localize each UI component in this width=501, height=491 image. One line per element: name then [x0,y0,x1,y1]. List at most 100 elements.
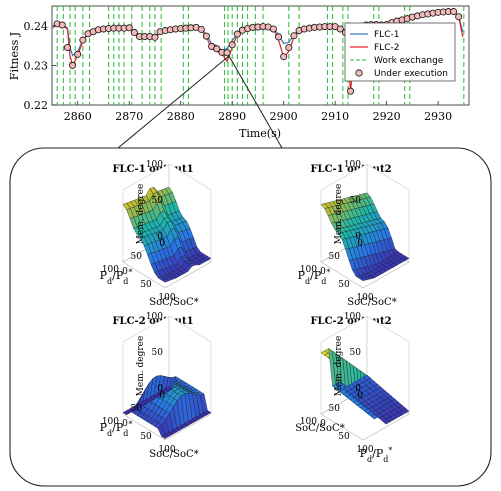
legend: FLC-1 FLC-2 Work exchange Under executio… [344,22,456,82]
left-axis-tick-label: 50 [131,252,143,262]
left-axis-tick-label: 0 [357,391,363,401]
x-tick-label: 2910 [321,110,349,123]
execution-marker [228,41,236,49]
execution-marker [280,53,288,61]
y-tick-label: 0.22 [24,99,49,112]
callout-box [9,147,492,487]
execution-marker [233,30,241,38]
execution-marker [74,50,82,58]
right-axis-tick-label: 0 [122,419,128,429]
execution-marker [197,25,205,33]
left-axis-tick-label: 0 [159,391,165,401]
left-axis-tick-label: 50 [329,404,341,414]
z-tick-label: 100 [146,160,163,170]
execution-marker [125,24,133,32]
z-tick-label: 50 [350,348,362,358]
z-axis-label: Mem. degree [334,184,344,245]
x-axis-label: Time(s) [239,127,281,140]
left-axis-tick-label: 0 [159,239,165,249]
right-axis-label: SoC/SoC* [149,297,198,308]
execution-marker [151,33,159,41]
right-axis-tick-label: 50 [140,432,152,442]
surface-patch [362,374,371,381]
surface-patch [164,386,173,392]
execution-marker [63,44,71,52]
right-axis-tick-label: 0 [320,267,326,277]
right-axis-label: SoC/SoC* [149,449,198,460]
x-tick-label: 2930 [424,110,452,123]
right-axis-tick-label: 50 [140,280,152,290]
y-tick-label: 0.23 [24,59,49,72]
z-tick-label: 0 [157,232,163,242]
left-axis-tick-label: 50 [329,252,341,262]
execution-marker [450,8,458,16]
left-axis-label: Pd/Pd* [100,420,133,438]
x-tick-label: 2880 [167,110,195,123]
execution-marker [213,45,221,53]
right-axis-tick-label: 0 [320,419,326,429]
z-tick-label: 0 [355,232,361,242]
z-tick-label: 0 [355,384,361,394]
right-axis-label: Pd/Pd* [360,446,393,464]
callout-line-right [228,55,283,149]
surface-patch [164,186,173,194]
right-axis-tick-label: 100 [356,445,373,455]
left-axis-label: Pd/Pd* [298,268,331,286]
subplot-title: FLC-1 output2 [310,164,391,175]
right-axis-tick-label: 50 [338,280,350,290]
right-axis-tick-label: 50 [338,432,350,442]
right-axis-tick-label: 100 [158,293,175,303]
execution-marker [347,87,355,95]
right-axis-tick-label: 100 [158,445,175,455]
left-axis-tick-label: 100 [102,265,119,275]
x-tick-label: 2870 [115,110,143,123]
z-axis-label: Mem. degree [334,336,344,397]
z-tick-label: 100 [146,312,163,322]
z-tick-label: 50 [350,196,362,206]
legend-label-flc2: FLC-2 [374,43,399,53]
execution-marker [79,36,87,44]
x-tick-label: 2920 [373,110,401,123]
z-tick-label: 50 [152,348,164,358]
y-ticks: 0.22 0.23 0.24 [24,20,56,112]
execution-marker [223,49,231,57]
right-axis-tick-label: 100 [356,293,373,303]
z-axis-label: Mem. degree [136,336,146,397]
left-axis-label: Pd/Pd* [100,268,133,286]
execution-marker [269,25,277,33]
surface-patch [362,192,371,199]
execution-marker [58,21,66,29]
x-ticks: 2860 2870 2880 2890 2900 2910 2920 2930 [64,101,452,123]
right-axis-label: SoC/SoC* [347,297,396,308]
legend-label-exec: Under execution [374,69,448,79]
x-tick-label: 2860 [64,110,92,123]
legend-label-flc1: FLC-1 [374,30,399,40]
subplot-title: FLC-1 output1 [112,164,193,175]
execution-marker [336,25,344,33]
callout-line-left [117,55,230,149]
x-tick-label: 2900 [270,110,298,123]
z-tick-label: 100 [344,312,361,322]
execution-marker [69,61,77,69]
subplot-title: FLC-2 output1 [112,316,193,327]
z-tick-label: 100 [344,160,361,170]
left-axis-label: SoC/SoC* [295,423,344,434]
execution-marker [202,32,210,40]
execution-marker [130,29,138,37]
left-axis-tick-label: 0 [357,239,363,249]
subplot-title: FLC-2 output2 [310,316,391,327]
left-axis-tick-label: 50 [131,404,143,414]
execution-marker [275,33,283,41]
legend-box [344,22,456,82]
x-tick-label: 2890 [218,110,246,123]
y-axis-label: Fitness J [8,32,21,80]
y-tick-label: 0.24 [24,20,49,33]
execution-marker [285,44,293,52]
legend-label-work: Work exchange [374,56,444,66]
execution-marker [290,32,298,40]
z-axis-label: Mem. degree [136,184,146,245]
